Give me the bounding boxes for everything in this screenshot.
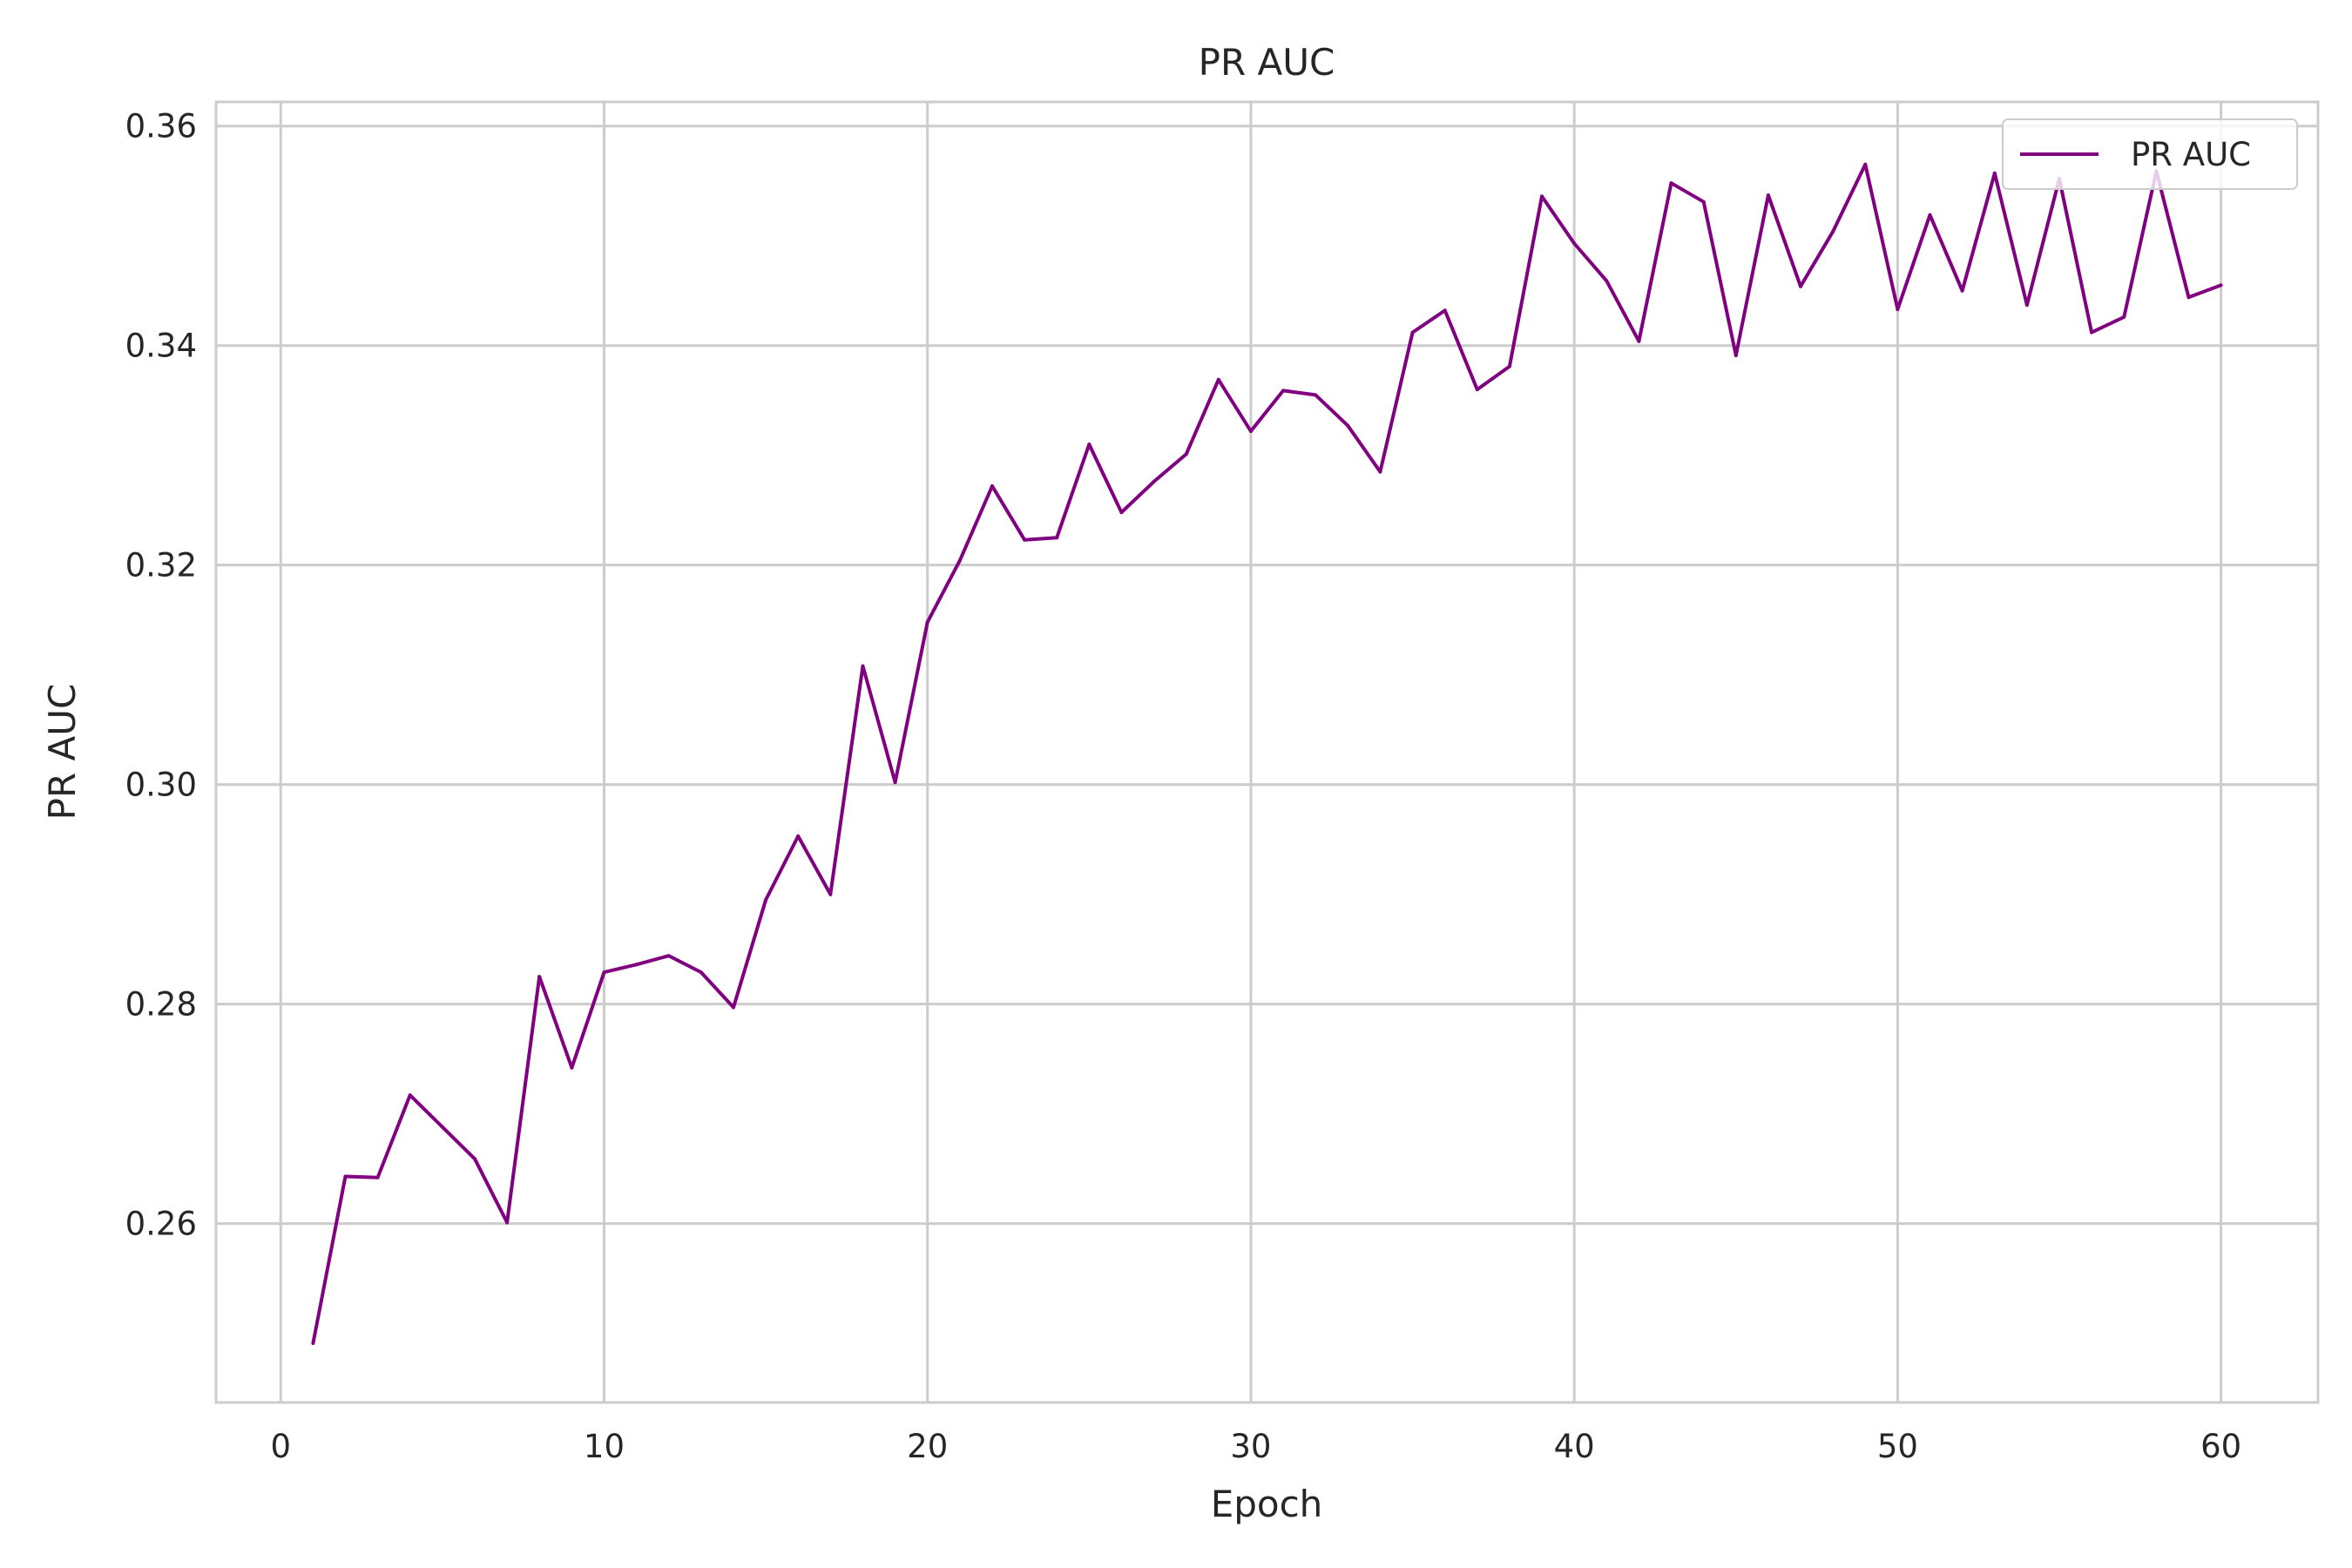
data-point xyxy=(1766,193,1770,198)
data-point xyxy=(1992,171,1997,175)
data-point xyxy=(1023,537,1027,542)
series-layer xyxy=(311,162,2223,1345)
data-point xyxy=(1087,443,1092,447)
x-tick-label: 0 xyxy=(270,1428,291,1465)
data-point xyxy=(311,1342,315,1345)
data-point xyxy=(1314,393,1318,397)
y-tick-label: 0.28 xyxy=(125,986,197,1024)
x-tick-label: 60 xyxy=(2200,1428,2241,1465)
chart-title: PR AUC xyxy=(1199,41,1335,84)
data-point xyxy=(2186,295,2191,300)
data-point xyxy=(1669,181,1673,186)
data-point xyxy=(957,558,962,563)
data-point xyxy=(1896,308,1900,312)
data-point xyxy=(699,970,703,975)
data-point xyxy=(2090,330,2094,335)
y-tick-label: 0.34 xyxy=(125,328,197,365)
x-tick-labels: 0 10 20 30 40 50 60 xyxy=(270,1428,2241,1465)
y-tick-label: 0.30 xyxy=(125,767,197,804)
data-point xyxy=(1572,241,1577,246)
data-point xyxy=(2024,303,2029,308)
data-point xyxy=(1475,388,1479,392)
x-tick-label: 20 xyxy=(907,1428,948,1465)
data-point xyxy=(1184,452,1188,456)
data-point xyxy=(666,954,671,958)
data-point xyxy=(602,970,606,975)
plot-background xyxy=(216,102,2318,1402)
data-point xyxy=(828,892,833,896)
y-tick-label: 0.26 xyxy=(125,1206,197,1243)
data-point xyxy=(925,620,929,625)
legend-box xyxy=(2002,118,2298,190)
x-tick-label: 40 xyxy=(1554,1428,1595,1465)
data-point xyxy=(1540,194,1544,199)
x-tick-label: 10 xyxy=(584,1428,625,1465)
data-point xyxy=(570,1065,574,1070)
data-point xyxy=(1734,354,1738,357)
plot-frame xyxy=(214,100,2320,1404)
x-tick-label: 50 xyxy=(1877,1428,1918,1465)
data-point xyxy=(1701,199,1706,204)
data-point xyxy=(1346,423,1350,428)
data-point xyxy=(1605,279,1609,283)
data-point xyxy=(1831,229,1835,233)
x-axis-label: Epoch xyxy=(1211,1483,1323,1525)
data-point xyxy=(537,975,542,979)
grid-lines xyxy=(216,102,2318,1402)
data-point xyxy=(1410,330,1415,335)
y-tick-labels: 0.26 0.28 0.30 0.32 0.34 0.36 xyxy=(125,108,197,1243)
data-point xyxy=(1055,536,1059,540)
data-point xyxy=(375,1175,380,1179)
data-point xyxy=(634,963,639,967)
data-point xyxy=(440,1125,444,1129)
x-tick-label: 30 xyxy=(1230,1428,1271,1465)
data-point xyxy=(861,664,865,668)
y-tick-label: 0.32 xyxy=(125,547,197,585)
series-line-pr-auc xyxy=(311,162,2222,1344)
data-point xyxy=(505,1220,510,1225)
data-point xyxy=(1378,470,1382,474)
data-point xyxy=(764,898,768,902)
y-tick-label: 0.36 xyxy=(125,108,197,145)
data-point xyxy=(1960,288,1964,293)
legend-label-pr-auc: PR AUC xyxy=(2131,136,2251,173)
data-point xyxy=(1248,429,1253,433)
data-point xyxy=(1443,308,1447,313)
data-point xyxy=(408,1093,412,1098)
data-point xyxy=(732,1005,735,1010)
data-point xyxy=(990,484,994,488)
data-point xyxy=(473,1157,476,1161)
legend: PR AUC xyxy=(2002,118,2298,190)
data-point xyxy=(1637,339,1641,343)
data-point xyxy=(2122,314,2126,319)
data-point xyxy=(1507,364,1511,368)
data-point xyxy=(1152,479,1156,483)
data-point xyxy=(1216,377,1220,382)
data-point xyxy=(1281,389,1286,393)
data-point xyxy=(1119,510,1124,515)
data-point xyxy=(1863,162,1868,166)
data-point xyxy=(796,834,801,838)
data-point xyxy=(343,1174,348,1179)
y-axis-label: PR AUC xyxy=(41,684,84,821)
data-point xyxy=(893,781,897,785)
data-point xyxy=(1928,213,1932,217)
data-point xyxy=(1799,284,1802,288)
data-point xyxy=(2219,283,2223,287)
